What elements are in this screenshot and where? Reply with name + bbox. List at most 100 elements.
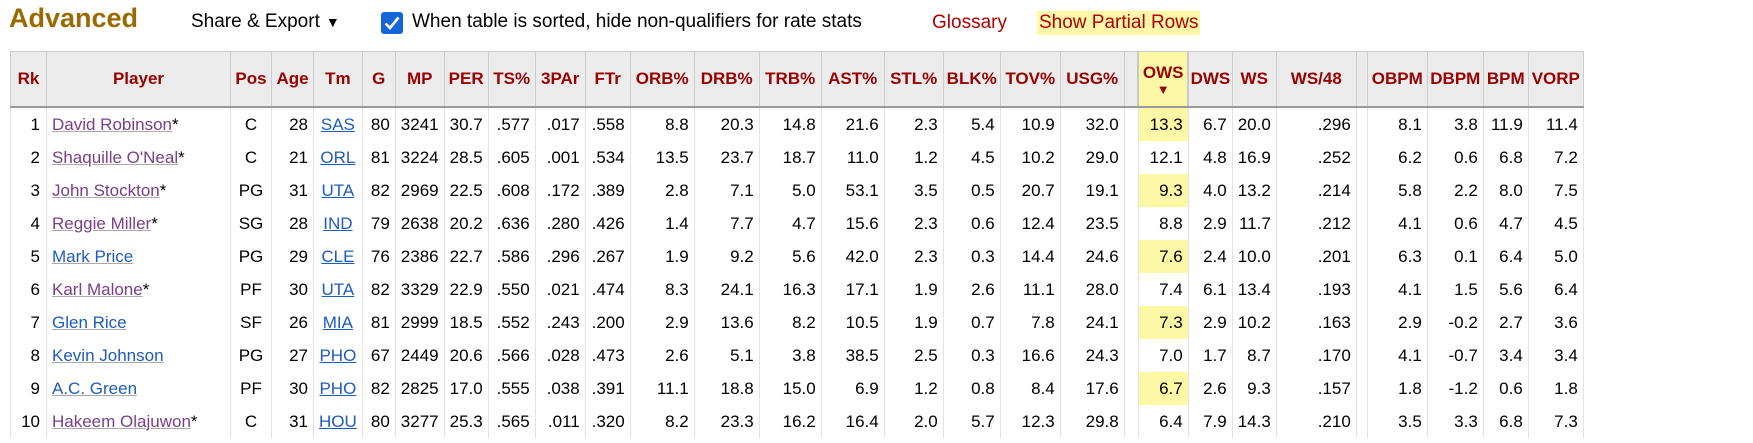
- hall-of-fame-marker: *: [142, 279, 150, 299]
- team-link[interactable]: UTA: [321, 180, 355, 200]
- cell-dbpm: 3.8: [1426, 107, 1484, 141]
- team-link[interactable]: ORL: [320, 147, 356, 167]
- cell-blk: 0.8: [942, 372, 1001, 405]
- player-link[interactable]: Mark Price: [52, 246, 134, 266]
- column-header-dws[interactable]: DWS: [1187, 51, 1233, 108]
- cell-ts: .636: [487, 207, 536, 240]
- team-link[interactable]: HOU: [319, 411, 357, 431]
- team-link[interactable]: PHO: [319, 345, 357, 365]
- show-partial-rows-button[interactable]: Show Partial Rows: [1037, 11, 1201, 35]
- column-header-ows[interactable]: OWS ▼: [1137, 51, 1190, 108]
- cell-spacer: [1123, 339, 1139, 372]
- cell-blk: 2.6: [942, 273, 1001, 306]
- cell-tov: 8.4: [999, 372, 1061, 405]
- player-link[interactable]: Reggie Miller: [52, 213, 152, 233]
- player-link[interactable]: Glen Rice: [52, 312, 127, 332]
- cell-usg: 29.0: [1059, 141, 1125, 174]
- column-header-age[interactable]: Age: [271, 51, 314, 108]
- cell-age: 30: [271, 372, 314, 405]
- column-header-pos[interactable]: Pos: [230, 51, 272, 108]
- player-link[interactable]: Shaquille O'Neal: [52, 147, 179, 167]
- table-row: 4 Reggie Miller* SG 28 IND 79 2638 20.2.636.280…: [10, 207, 1584, 240]
- cell-ast: 53.1: [820, 174, 885, 207]
- cell-ast: 42.0: [820, 240, 885, 273]
- cell-pos: C: [230, 141, 272, 174]
- cell-ows: 7.0: [1137, 339, 1189, 372]
- cell-ws48: .201: [1275, 240, 1357, 273]
- cell-trb: 5.6: [758, 240, 822, 273]
- column-header-tov-[interactable]: TOV%: [999, 51, 1061, 108]
- column-header-tm[interactable]: Tm: [313, 51, 363, 108]
- cell-ows: 7.6: [1137, 240, 1189, 273]
- column-header-stl-[interactable]: STL%: [883, 51, 944, 108]
- cell-ftr: .474: [584, 273, 631, 306]
- team-link[interactable]: MIA: [322, 312, 353, 332]
- glossary-link[interactable]: Glossary: [932, 12, 1007, 33]
- cell-spacer: [1123, 207, 1139, 240]
- team-link[interactable]: PHO: [319, 378, 357, 398]
- column-header-obpm[interactable]: OBPM: [1366, 51, 1428, 108]
- column-header-trb-[interactable]: TRB%: [758, 51, 822, 108]
- hide-non-qualifiers-checkbox[interactable]: [381, 12, 403, 34]
- column-header-ftr[interactable]: FTr: [584, 51, 631, 108]
- column-header-per[interactable]: PER: [443, 51, 489, 108]
- column-header-blk-[interactable]: BLK%: [942, 51, 1001, 108]
- share-export-menu[interactable]: Share & Export ▼: [191, 11, 340, 33]
- cell-ftr: .473: [584, 339, 631, 372]
- cell-player: Kevin Johnson: [46, 339, 231, 372]
- column-header-drb-[interactable]: DRB%: [693, 51, 760, 108]
- table-row: 9 A.C. Green PF 30 PHO 82 2825 17.0.555.038.391…: [10, 372, 1584, 405]
- column-header-ast-[interactable]: AST%: [820, 51, 885, 108]
- player-link[interactable]: David Robinson: [52, 114, 173, 134]
- cell-trb: 16.2: [758, 405, 822, 438]
- cell-ws48: .163: [1275, 306, 1357, 339]
- cell-tov: 12.3: [999, 405, 1061, 438]
- cell-ts: .605: [487, 141, 536, 174]
- cell-per: 18.5: [443, 306, 489, 339]
- caret-down-icon: ▼: [325, 14, 340, 30]
- cell-trb: 15.0: [758, 372, 822, 405]
- column-header-vorp[interactable]: VORP: [1527, 51, 1584, 108]
- column-header-orb-[interactable]: ORB%: [629, 51, 695, 108]
- cell-stl: 1.2: [883, 141, 944, 174]
- column-header-3par[interactable]: 3PAr: [534, 51, 586, 108]
- player-link[interactable]: A.C. Green: [52, 378, 138, 398]
- team-link[interactable]: SAS: [320, 114, 355, 134]
- column-header-player[interactable]: Player: [46, 51, 231, 108]
- player-link[interactable]: Hakeem Olajuwon: [52, 411, 191, 431]
- cell-orb: 8.2: [629, 405, 695, 438]
- cell-per: 20.6: [443, 339, 489, 372]
- team-link[interactable]: UTA: [321, 279, 355, 299]
- column-header-ws[interactable]: WS: [1231, 51, 1277, 108]
- cell-stl: 2.0: [883, 405, 944, 438]
- column-header-g[interactable]: G: [361, 51, 396, 108]
- column-header-ws-48[interactable]: WS/48: [1275, 51, 1357, 108]
- checkmark-icon: [384, 16, 400, 30]
- hall-of-fame-marker: *: [190, 411, 198, 431]
- column-header-dbpm[interactable]: DBPM: [1426, 51, 1484, 108]
- cell-per: 17.0: [443, 372, 489, 405]
- cell-bpm: 5.6: [1482, 273, 1529, 306]
- cell-usg: 23.5: [1059, 207, 1125, 240]
- column-header-usg-[interactable]: USG%: [1059, 51, 1125, 108]
- team-link[interactable]: IND: [323, 213, 353, 233]
- cell-tov: 10.2: [999, 141, 1061, 174]
- player-link[interactable]: Karl Malone: [52, 279, 143, 299]
- cell-bpm: 6.4: [1482, 240, 1529, 273]
- column-header-rk[interactable]: Rk: [10, 51, 47, 108]
- cell-usg: 24.6: [1059, 240, 1125, 273]
- player-link[interactable]: John Stockton: [52, 180, 160, 200]
- column-header-mp[interactable]: MP: [394, 51, 445, 108]
- cell-bpm: 2.7: [1482, 306, 1529, 339]
- cell-spacer: [1355, 207, 1368, 240]
- player-link[interactable]: Kevin Johnson: [52, 345, 164, 365]
- column-header-bpm[interactable]: BPM: [1482, 51, 1529, 108]
- cell-tov: 10.9: [999, 107, 1061, 141]
- cell-ast: 21.6: [820, 107, 885, 141]
- cell-par3: .001: [534, 141, 586, 174]
- cell-g: 81: [361, 141, 396, 174]
- column-header-ts-[interactable]: TS%: [487, 51, 536, 108]
- team-link[interactable]: CLE: [321, 246, 355, 266]
- table-row: 7 Glen Rice SF 26 MIA 81 2999 18.5.552.243.200 2…: [10, 306, 1584, 339]
- cell-age: 30: [271, 273, 314, 306]
